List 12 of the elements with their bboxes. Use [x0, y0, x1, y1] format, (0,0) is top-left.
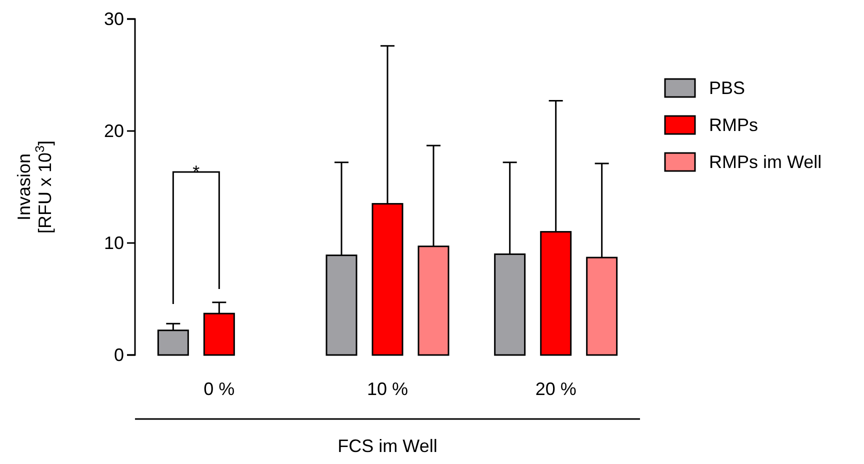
x-tick-label: 0 %	[204, 379, 235, 399]
legend-label: PBS	[709, 78, 746, 98]
y-tick-label: 10	[104, 232, 124, 253]
legend-label: RMPs im Well	[709, 152, 822, 172]
x-tick-label: 10 %	[366, 379, 408, 399]
annotation: *	[192, 162, 200, 182]
y-tick-label: 30	[104, 8, 124, 29]
legend-label: RMPs	[709, 115, 758, 135]
x-axis-title: FCS im Well	[338, 436, 438, 456]
y-tick-label: 0	[114, 344, 124, 365]
y-tick-label: 20	[104, 120, 124, 141]
x-tick-label: 20 %	[535, 379, 576, 399]
